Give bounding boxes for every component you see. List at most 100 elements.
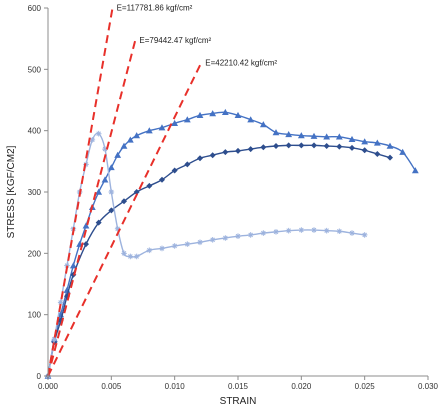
y-tick-label: 0 xyxy=(37,372,42,381)
data-point-diamond xyxy=(247,146,254,153)
data-point-diamond xyxy=(374,150,381,157)
data-point-triangle xyxy=(69,262,77,269)
data-point-star xyxy=(247,232,254,238)
tick-labels: 0.000 0.005 0.010 0.015 0.020 0.025 0.030 0 100 2… xyxy=(28,4,439,391)
data-point-diamond xyxy=(336,143,343,150)
data-point-diamond xyxy=(83,241,89,248)
data-point-diamond xyxy=(95,219,102,226)
y-axis-title: STRESS [KGF/CM2] xyxy=(6,145,17,238)
series-star xyxy=(45,130,368,379)
x-tick-label: 0.025 xyxy=(355,382,376,391)
data-point-star xyxy=(51,336,58,342)
modulus-line-2: E=79442.47 kgf/cm² xyxy=(47,36,212,377)
data-point-triangle xyxy=(247,116,255,123)
data-point-triangle xyxy=(411,167,419,174)
data-point-triangle xyxy=(101,176,109,183)
y-tick-label: 300 xyxy=(28,188,42,197)
data-point-triangle xyxy=(272,129,280,136)
series-line xyxy=(47,132,365,377)
data-point-triangle xyxy=(126,136,134,143)
data-point-triangle xyxy=(221,108,229,115)
modulus-line-1: E=117781.86 kgf/cm² xyxy=(47,4,193,377)
data-point-triangle xyxy=(373,139,381,146)
data-point-diamond xyxy=(146,182,153,189)
modulus-dashed-line xyxy=(47,7,114,377)
data-point-diamond xyxy=(133,189,140,195)
data-point-triangle xyxy=(399,148,407,155)
data-point-star xyxy=(336,228,343,235)
data-point-triangle xyxy=(209,110,217,117)
data-point-star xyxy=(235,233,241,239)
data-point-triangle xyxy=(114,151,122,158)
modulus-annotation: E=117781.86 kgf/cm² xyxy=(117,4,193,13)
data-point-star xyxy=(133,253,140,260)
data-point-diamond xyxy=(298,142,305,149)
data-point-star xyxy=(95,130,102,137)
data-point-diamond xyxy=(273,143,279,149)
data-point-diamond xyxy=(235,147,241,154)
data-point-star xyxy=(114,226,121,232)
data-point-star xyxy=(64,262,70,269)
data-point-star xyxy=(102,146,108,152)
data-point-diamond xyxy=(260,144,267,151)
data-point-triangle xyxy=(234,111,242,119)
x-tick-label: 0.020 xyxy=(291,382,312,391)
data-point-triangle xyxy=(196,111,204,119)
data-point-triangle xyxy=(183,116,191,123)
data-point-diamond xyxy=(171,167,178,174)
data-point-diamond xyxy=(285,142,292,149)
data-point-star xyxy=(361,232,368,238)
y-tick-label: 200 xyxy=(28,249,42,258)
modulus-annotation: E=79442.47 kgf/cm² xyxy=(139,36,211,45)
data-point-star xyxy=(146,247,153,254)
data-point-diamond xyxy=(361,147,368,154)
data-point-triangle xyxy=(323,133,331,140)
data-point-star xyxy=(89,137,96,143)
y-tick-label: 600 xyxy=(28,4,42,13)
data-point-star xyxy=(184,241,191,247)
data-point-diamond xyxy=(349,144,355,151)
data-point-diamond xyxy=(311,142,317,149)
x-tick-label: 0.030 xyxy=(418,382,439,391)
y-tick-label: 500 xyxy=(28,65,42,74)
data-point-star xyxy=(273,229,279,235)
data-point-star xyxy=(323,227,330,234)
data-point-triangle xyxy=(133,132,141,139)
modulus-dashed-line xyxy=(47,62,203,377)
data-point-star xyxy=(311,227,317,233)
data-point-triangle xyxy=(171,119,179,127)
data-point-diamond xyxy=(323,143,330,149)
x-axis-title: STRAIN xyxy=(220,396,257,407)
x-tick-label: 0.000 xyxy=(38,382,59,391)
y-tick-label: 400 xyxy=(28,127,42,136)
data-point-triangle xyxy=(120,142,128,149)
data-point-star xyxy=(260,230,267,236)
modulus-dashed-line xyxy=(47,39,137,377)
data-point-star xyxy=(285,227,292,234)
data-point-triangle xyxy=(310,132,318,139)
data-point-triangle xyxy=(95,188,103,195)
data-point-star xyxy=(209,237,216,243)
data-point-triangle xyxy=(145,127,153,134)
data-point-diamond xyxy=(387,154,393,161)
plot-area: E=117781.86 kgf/cm² E=79442.47 kgf/cm² E=4… xyxy=(44,4,419,379)
data-point-triangle xyxy=(259,121,267,128)
data-point-triangle xyxy=(348,135,356,142)
data-point-triangle xyxy=(361,138,369,145)
y-tick-label: 100 xyxy=(28,311,42,320)
series-triangle xyxy=(44,108,419,379)
data-point-star xyxy=(127,253,134,260)
data-point-diamond xyxy=(184,161,191,168)
modulus-line-3: E=42210.42 kgf/cm² xyxy=(47,59,277,377)
data-point-star xyxy=(349,230,355,236)
series-diamond xyxy=(45,142,393,379)
data-point-triangle xyxy=(335,133,343,140)
data-point-triangle xyxy=(297,132,305,139)
data-point-star xyxy=(159,245,165,252)
data-point-star xyxy=(197,239,203,246)
data-point-triangle xyxy=(158,124,166,131)
x-tick-label: 0.010 xyxy=(165,382,186,391)
data-point-diamond xyxy=(108,207,115,214)
data-point-star xyxy=(57,299,64,306)
